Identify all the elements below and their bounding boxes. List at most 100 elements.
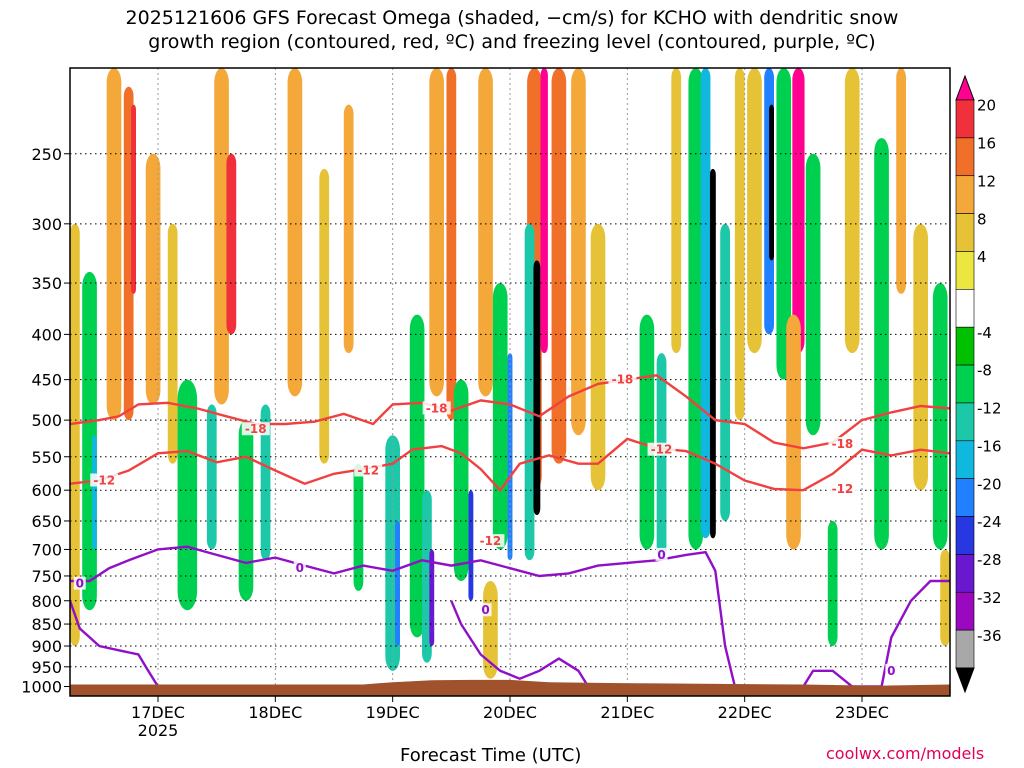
contour-label: -18	[832, 437, 854, 451]
omega-blob	[769, 104, 774, 261]
omega-blob	[260, 404, 271, 561]
omega-blob	[70, 223, 80, 647]
contour-minus18	[70, 374, 950, 450]
colorbar-bin	[955, 591, 975, 631]
contour-label: 0	[887, 664, 895, 678]
y-tick-label: 650	[31, 512, 62, 531]
colorbar-bin	[955, 440, 975, 479]
omega-blob	[492, 283, 508, 550]
x-tick-label: 22DEC	[718, 703, 772, 722]
colorbar-label: 20	[977, 97, 996, 115]
omega-blob	[287, 68, 303, 397]
x-tick-label: 19DEC	[366, 703, 420, 722]
colorbar-bin	[955, 289, 975, 328]
omega-blob	[478, 68, 493, 397]
omega-blob	[656, 353, 667, 561]
contour-label-bg	[828, 481, 857, 495]
omega-blob	[343, 104, 354, 354]
colorbar-bin	[955, 364, 975, 404]
y-axis: 250 300 350 400 450 500 550 600 650 700 750 800 850 9…	[21, 145, 70, 697]
contour-label-bg	[73, 576, 86, 590]
colorbar-label: -28	[977, 551, 1002, 569]
omega-blob	[709, 168, 716, 539]
colorbar-bin	[955, 137, 975, 177]
colorbar-label: -32	[977, 589, 1002, 607]
contour-0	[450, 600, 590, 688]
contour-label-bg	[422, 401, 451, 415]
y-tick-label: 700	[31, 540, 62, 559]
contour-label-bg	[647, 442, 676, 456]
contour-label-bg	[885, 663, 898, 677]
omega-blob	[446, 68, 457, 421]
colorbar-label: 16	[977, 135, 996, 153]
credit-text: coolwx.com/models	[826, 744, 985, 763]
colorbar-label: 8	[977, 210, 987, 228]
chart-title: 2025121606 GFS Forecast Omega (shaded, −…	[0, 6, 1024, 54]
omega-blob	[540, 68, 548, 354]
omega-blob	[395, 520, 400, 647]
colorbar-label: -36	[977, 627, 1002, 645]
omega-blob	[805, 153, 821, 436]
y-tick-label: 450	[31, 371, 62, 390]
contour-0	[70, 600, 160, 688]
omega-blob	[932, 283, 948, 550]
omega-blob	[226, 153, 237, 335]
colorbar-label: 4	[977, 248, 987, 266]
omega-blob	[422, 490, 432, 663]
contour-label-bg	[828, 436, 857, 450]
omega-blob	[720, 223, 730, 521]
omega-blob	[167, 223, 178, 464]
colorbar-bin	[955, 516, 975, 555]
colorbar-label: -20	[977, 475, 1002, 493]
colorbar-label: -4	[977, 324, 992, 342]
y-tick-label: 1000	[21, 678, 62, 697]
colorbar-label: 12	[977, 172, 996, 190]
contour-labels: -18 -18 -18 -18 -12 -12 -12 -12 -12 0 0 0 0 0	[73, 372, 898, 678]
contour-label: -12	[93, 473, 115, 487]
colorbar-label: -24	[977, 513, 1002, 531]
omega-blob	[429, 68, 444, 397]
y-tick-label: 400	[31, 325, 62, 344]
contour-label: 0	[657, 548, 665, 562]
omega-blob	[353, 463, 364, 592]
plot-frame	[69, 67, 951, 697]
contour-label: -18	[612, 373, 634, 387]
x-tick-label: 18DEC	[248, 703, 302, 722]
colorbar-bin	[955, 213, 975, 252]
omega-blob	[92, 435, 97, 550]
x-tick-label: 20DEC	[483, 703, 537, 722]
terrain-shape	[70, 679, 950, 696]
x-tick-label: 17DEC	[131, 703, 185, 722]
contour-label: -12	[651, 443, 673, 457]
y-tick-label: 300	[31, 215, 62, 234]
colorbar: 20 16 12 8 4 -4 -8 -12 -16 -20 -24 -28 -32 -36	[955, 74, 1002, 694]
omega-blob	[747, 68, 762, 354]
omega-blob	[319, 168, 330, 464]
omega-blob	[131, 104, 136, 294]
colorbar-bin	[955, 402, 975, 442]
contour-label: -12	[480, 534, 502, 548]
contour-label-bg	[241, 422, 270, 436]
contour-minus12	[70, 437, 950, 493]
contour-label-bg	[293, 561, 306, 575]
omega-blob	[571, 68, 586, 436]
omega-blob	[106, 68, 122, 421]
omega-blob	[734, 68, 745, 421]
omega-blob	[214, 68, 229, 405]
y-tick-label: 550	[31, 448, 62, 467]
colorbar-bin	[955, 175, 975, 214]
contour-label-bg	[655, 547, 668, 561]
contour-label: 0	[296, 561, 304, 575]
omega-blob	[533, 260, 541, 516]
omega-blob	[429, 549, 435, 647]
contour-label: 0	[481, 603, 489, 617]
omega-blob	[913, 223, 928, 491]
contour-label: -12	[832, 482, 854, 496]
colorbar-bin	[955, 99, 975, 139]
colorbar-bin	[955, 478, 975, 517]
omega-blob	[177, 379, 198, 611]
y-tick-label: 900	[31, 637, 62, 656]
y-tick-label: 850	[31, 615, 62, 634]
omega-blob	[590, 223, 606, 491]
x-tick-label: 23DEC	[835, 703, 889, 722]
